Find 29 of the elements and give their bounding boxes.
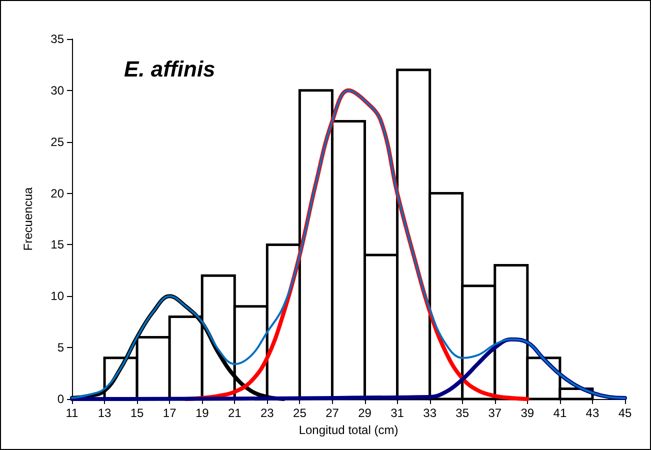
x-axis-title: Longitud total (cm) [298, 422, 398, 437]
x-tick-label: 27 [326, 406, 340, 420]
y-tick-label: 10 [50, 289, 64, 304]
x-tick-label: 31 [390, 406, 404, 420]
x-tick-label: 13 [98, 406, 112, 420]
x-tick-label: 39 [520, 406, 534, 420]
y-tick-label: 25 [50, 134, 64, 149]
text: E. affinis [124, 56, 216, 82]
x-tick-label: 45 [618, 406, 632, 420]
x-tick-label: 37 [488, 406, 502, 420]
y-axis-title: Frecuencua [21, 186, 35, 251]
y-tick-label: 20 [50, 186, 64, 200]
x-tick-label: 11 [66, 406, 79, 420]
x-tick-label: 19 [195, 406, 210, 420]
x-tick-label: 25 [293, 406, 307, 420]
x-tick-label: 43 [586, 406, 600, 420]
x-tick-label: 33 [423, 406, 437, 420]
x-tick-label: 17 [162, 406, 177, 420]
x-tick-label: 41 [553, 406, 567, 420]
y-tick-label: 35 [50, 32, 64, 46]
x-tick-label: 21 [228, 406, 242, 420]
x-tick-label: 15 [130, 406, 144, 420]
y-tick-label: 30 [50, 83, 64, 98]
x-tick-label: 29 [358, 406, 372, 420]
x-tick-label: 23 [260, 406, 274, 420]
y-tick-label: 5 [57, 340, 64, 355]
y-tick-label: 0 [57, 392, 64, 406]
x-tick-label: 35 [456, 406, 470, 420]
y-tick-label: 15 [50, 238, 64, 252]
